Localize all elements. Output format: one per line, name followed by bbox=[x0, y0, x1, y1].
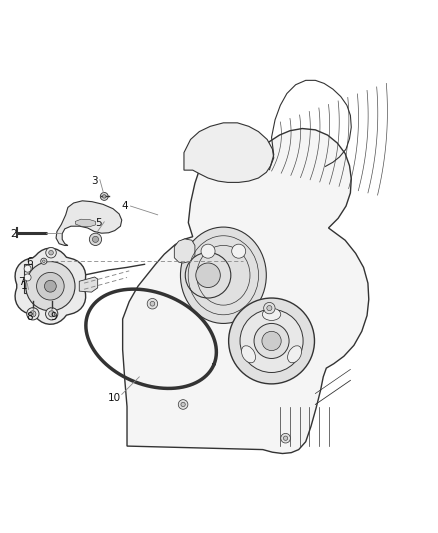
Text: 8: 8 bbox=[26, 312, 33, 322]
Circle shape bbox=[49, 251, 53, 255]
Polygon shape bbox=[56, 201, 122, 246]
Circle shape bbox=[46, 308, 58, 320]
Circle shape bbox=[283, 436, 288, 440]
Circle shape bbox=[201, 244, 215, 258]
Circle shape bbox=[264, 302, 275, 314]
Ellipse shape bbox=[241, 346, 255, 363]
Circle shape bbox=[147, 298, 158, 309]
Ellipse shape bbox=[288, 346, 302, 363]
Circle shape bbox=[100, 192, 108, 200]
Circle shape bbox=[24, 265, 31, 272]
Circle shape bbox=[178, 400, 188, 409]
Circle shape bbox=[254, 324, 289, 359]
Text: 6: 6 bbox=[26, 257, 33, 267]
Circle shape bbox=[49, 311, 55, 317]
Circle shape bbox=[196, 263, 220, 287]
Polygon shape bbox=[123, 128, 369, 454]
Circle shape bbox=[37, 272, 64, 300]
Text: 1: 1 bbox=[21, 281, 28, 291]
Polygon shape bbox=[174, 239, 195, 263]
Circle shape bbox=[24, 274, 31, 281]
Circle shape bbox=[30, 311, 36, 317]
Circle shape bbox=[46, 247, 56, 258]
Text: 10: 10 bbox=[107, 393, 120, 403]
Circle shape bbox=[45, 280, 56, 292]
Circle shape bbox=[41, 258, 47, 264]
Ellipse shape bbox=[180, 227, 266, 324]
Circle shape bbox=[240, 310, 303, 373]
Circle shape bbox=[229, 298, 314, 384]
Text: 4: 4 bbox=[121, 201, 128, 211]
Text: 9: 9 bbox=[50, 312, 57, 322]
Ellipse shape bbox=[262, 308, 281, 320]
Circle shape bbox=[89, 233, 102, 246]
Text: 2: 2 bbox=[11, 229, 18, 239]
Polygon shape bbox=[79, 277, 98, 292]
Circle shape bbox=[267, 305, 272, 311]
Circle shape bbox=[281, 433, 290, 443]
Circle shape bbox=[42, 260, 45, 263]
Text: 5: 5 bbox=[95, 217, 102, 228]
Circle shape bbox=[92, 236, 99, 243]
Circle shape bbox=[26, 262, 75, 311]
Circle shape bbox=[185, 253, 231, 298]
Polygon shape bbox=[15, 248, 86, 324]
Circle shape bbox=[102, 195, 106, 198]
Text: 7: 7 bbox=[18, 277, 25, 287]
Circle shape bbox=[262, 332, 281, 351]
Circle shape bbox=[150, 301, 155, 306]
Polygon shape bbox=[75, 219, 95, 227]
Text: 3: 3 bbox=[91, 176, 98, 186]
Circle shape bbox=[181, 402, 185, 407]
Circle shape bbox=[27, 308, 39, 320]
Circle shape bbox=[232, 244, 246, 258]
Polygon shape bbox=[184, 123, 274, 182]
Polygon shape bbox=[24, 264, 58, 293]
